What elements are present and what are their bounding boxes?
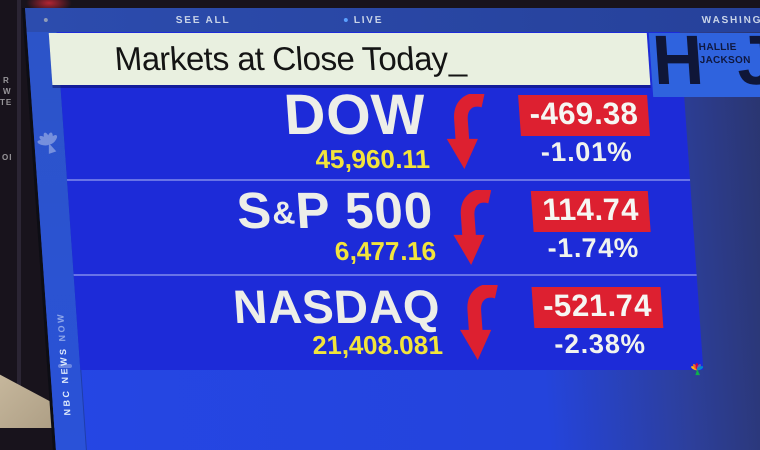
change-percent: -1.01% (539, 137, 634, 168)
index-name: NASDAQ (231, 280, 442, 334)
host-name: HALLIE JACKSON (698, 42, 751, 67)
change-badge: -469.38 (518, 95, 650, 137)
change-block: -469.38 -1.01% (495, 95, 675, 168)
channel-word-now: NOW (55, 312, 68, 342)
logo-letter-h: H (649, 33, 703, 97)
nbc-peacock-icon (691, 363, 704, 376)
market-rows: DOW 45,960.11 -469.38 -1.01% S&P 500 6,4… (60, 83, 704, 370)
background-text-fragment: TE (0, 98, 13, 107)
show-logo: H J HALLIE JACKSON (648, 33, 760, 97)
background-text-fragment: OI (2, 153, 13, 162)
change-block: 114.74 -1.74% (502, 191, 682, 264)
market-row-dow: DOW 45,960.11 -469.38 -1.01% (60, 83, 690, 179)
index-close-value: 45,960.11 (314, 143, 431, 174)
channel-word-nbc: NBC (60, 389, 73, 416)
index-close-value: 6,477.16 (333, 236, 438, 267)
change-badge: 114.74 (531, 191, 651, 232)
index-close-value: 21,408.081 (311, 330, 444, 361)
down-arrow-icon (460, 285, 498, 361)
index-block: DOW 45,960.11 (281, 83, 431, 174)
background-monitor-bezel (17, 0, 21, 428)
index-name: S&P 500 (234, 181, 436, 239)
host-first-name: HALLIE (698, 42, 738, 53)
board-title-bar: Markets at Close Today_ (48, 33, 651, 85)
left-channel-strip: NBC NEWS NOW (26, 32, 87, 450)
board-title: Markets at Close Today_ (113, 40, 467, 77)
index-name: DOW (281, 83, 429, 148)
bullet-dot-icon (43, 18, 48, 22)
change-badge: -521.74 (531, 286, 664, 328)
location-label: WASHINGTON (701, 15, 760, 26)
nbc-peacock-watermark-icon (37, 132, 58, 154)
market-row-sp500: S&P 500 6,477.16 114.74 -1.74% (67, 181, 697, 275)
change-percent: -1.74% (546, 233, 641, 263)
change-block: -521.74 -2.38% (508, 286, 688, 360)
change-percent: -2.38% (553, 328, 647, 359)
index-block: S&P 500 6,477.16 (234, 181, 438, 268)
background-text-fragment: W (3, 87, 12, 96)
live-indicator: LIVE (343, 15, 384, 26)
markets-board: Markets at Close Today_ DOW 45,960.11 -4… (48, 32, 704, 376)
market-row-nasdaq: NASDAQ 21,408.081 -521.74 -2.38% (74, 276, 704, 370)
tv-screen: SEE ALL LIVE WASHINGTON NBC NEWS NOW Mar… (22, 8, 760, 450)
live-label: LIVE (353, 15, 384, 26)
ticker-top-bar: SEE ALL LIVE WASHINGTON (25, 8, 760, 32)
live-dot-icon (343, 18, 348, 22)
down-arrow-icon (446, 93, 485, 169)
down-arrow-icon (453, 189, 492, 265)
see-all-label: SEE ALL (175, 15, 231, 26)
host-last-name: JACKSON (699, 54, 752, 66)
index-block: NASDAQ 21,408.081 (231, 280, 444, 361)
channel-word-news: NEWS (57, 346, 71, 384)
background-text-fragment: R (3, 76, 10, 85)
